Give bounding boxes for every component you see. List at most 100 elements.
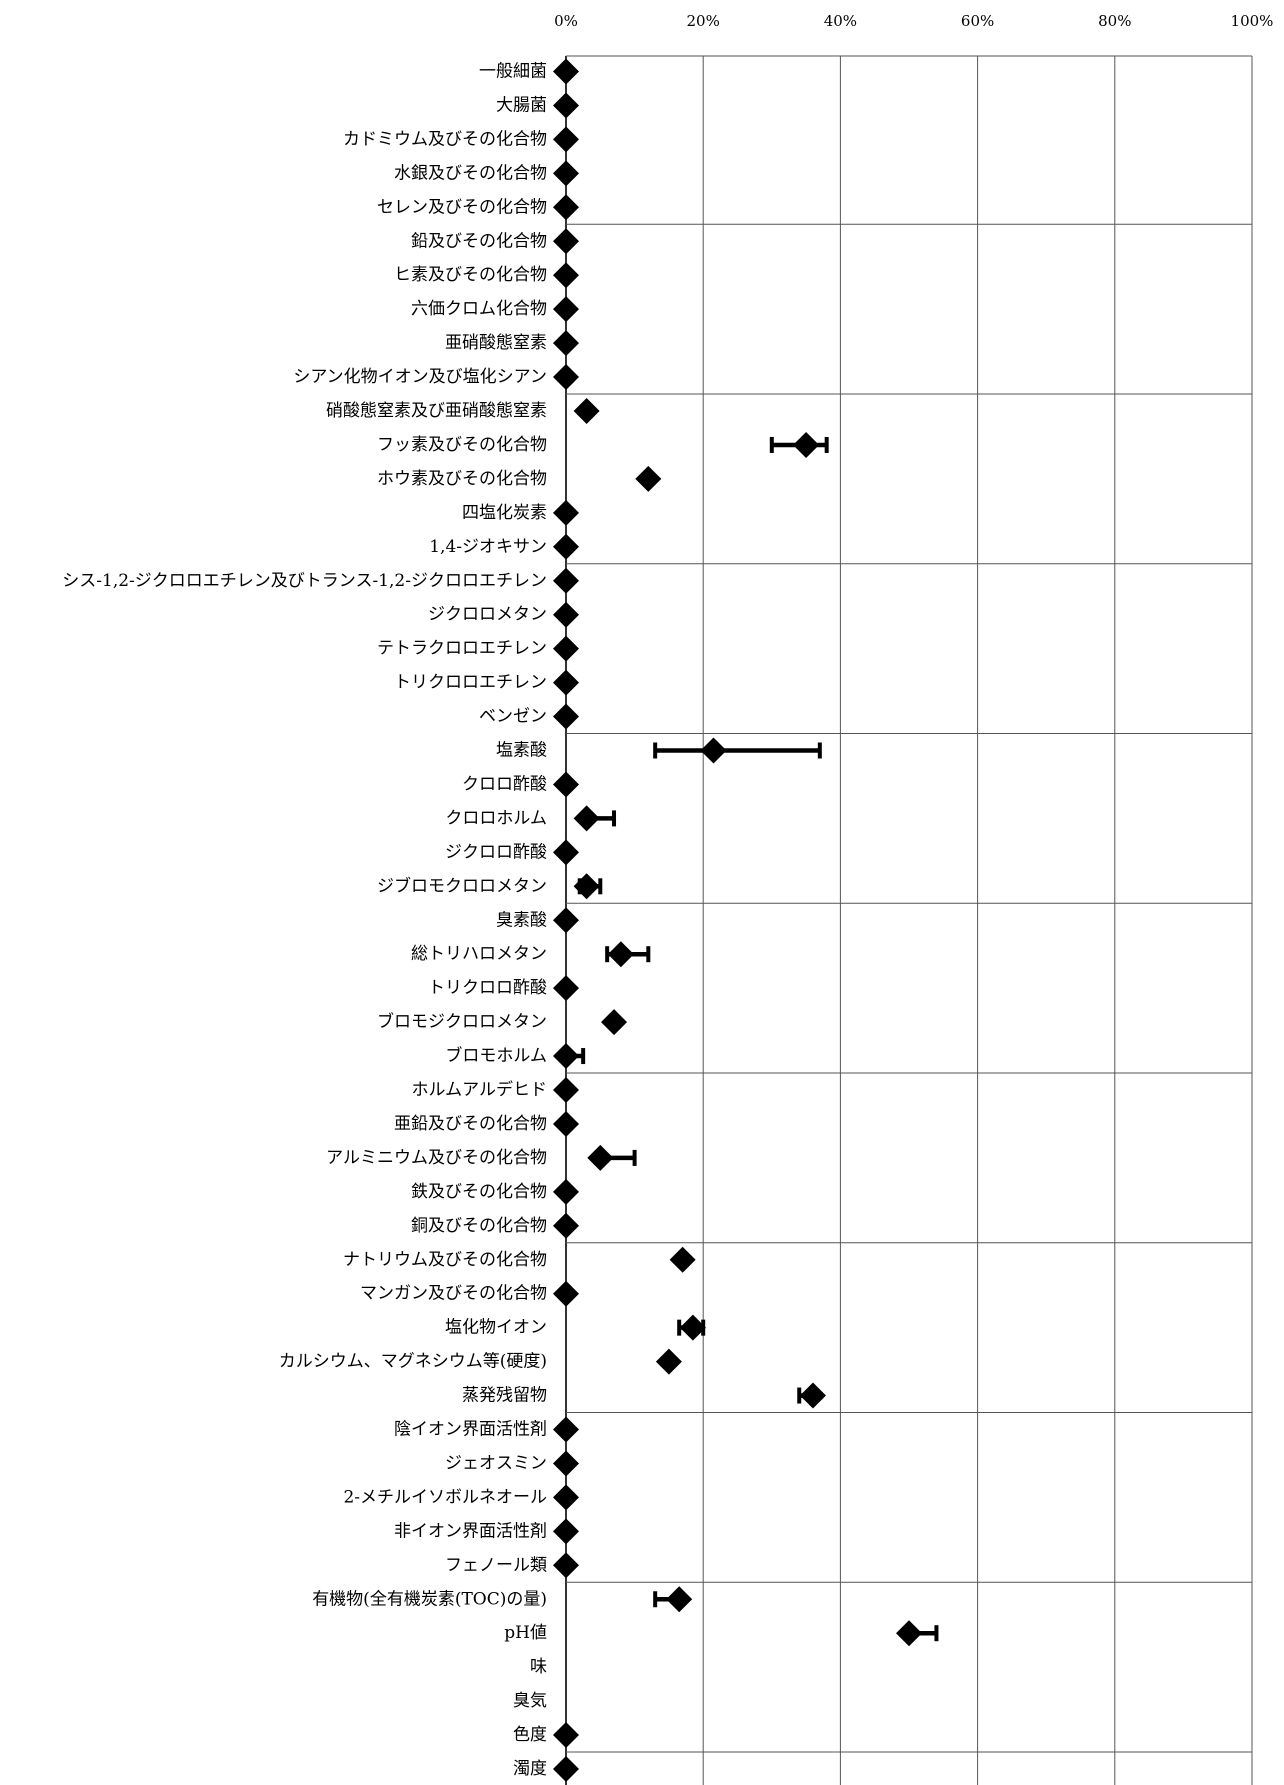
data-point-diamond (553, 126, 579, 153)
data-point-diamond (553, 703, 579, 730)
data-point-diamond (896, 1620, 922, 1647)
x-tick-label: 60% (961, 12, 994, 30)
data-point-diamond (573, 398, 600, 424)
data-point-diamond (635, 465, 662, 492)
data-point-diamond (553, 1077, 579, 1103)
data-point-diamond (553, 533, 579, 560)
data-point-diamond (553, 364, 579, 391)
category-label: ジクロロ酢酸 (445, 842, 547, 862)
data-point-diamond (553, 1178, 579, 1205)
data-point-diamond (573, 873, 600, 900)
category-label: フッ素及びその化合物 (377, 435, 547, 455)
data-point-diamond (553, 262, 579, 289)
data-point-diamond (553, 1756, 579, 1782)
data-point-diamond (700, 737, 727, 764)
category-label: カドミウム及びその化合物 (343, 129, 547, 149)
data-point-diamond (553, 330, 579, 357)
category-label: 大腸菌 (496, 95, 547, 115)
category-label: ベンゼン (479, 707, 547, 727)
category-label: ジブロモクロロメタン (377, 875, 547, 896)
data-point-diamond (553, 1450, 579, 1477)
data-point-diamond (553, 499, 579, 526)
data-point-diamond (679, 1314, 706, 1341)
category-label: 亜硝酸態窒素 (445, 333, 547, 353)
x-tick-label: 20% (687, 12, 720, 30)
data-point-diamond (553, 92, 579, 119)
category-label: アルミニウム及びその化合物 (326, 1148, 547, 1168)
data-point-diamond (799, 1382, 826, 1409)
x-tick-label: 100% (1231, 12, 1274, 30)
data-point-diamond (553, 771, 579, 798)
category-label: クロロ酢酸 (462, 774, 547, 794)
data-point-diamond (553, 58, 579, 85)
data-point-diamond (553, 635, 579, 662)
category-label: 臭素酸 (496, 910, 547, 930)
data-point-diamond (793, 431, 820, 458)
data-point-diamond (553, 1280, 579, 1307)
category-label: テトラクロロエチレン (377, 639, 547, 659)
category-label: 亜鉛及びその化合物 (394, 1114, 547, 1134)
category-label: トリクロロ酢酸 (428, 978, 547, 998)
category-label: ブロモジクロロメタン (377, 1011, 547, 1032)
data-point-diamond (587, 1144, 614, 1171)
data-point-diamond (666, 1586, 693, 1613)
category-label: 六価クロム化合物 (411, 299, 547, 319)
category-labels: 一般細菌大腸菌カドミウム及びその化合物水銀及びその化合物セレン及びその化合物鉛及… (62, 62, 547, 1780)
data-point-diamond (553, 839, 579, 866)
category-label: 有機物(全有機炭素(TOC)の量) (312, 1589, 547, 1609)
category-label: ホルムアルデヒド (412, 1079, 548, 1100)
data-point-diamond (553, 907, 579, 934)
category-label: トリクロロエチレン (394, 673, 547, 693)
category-label: 味 (530, 1657, 547, 1677)
data-point-diamond (601, 1009, 628, 1036)
category-label: 一般細菌 (479, 62, 547, 82)
data-point-diamond (553, 567, 579, 594)
data-point-diamond (553, 1722, 579, 1749)
data-point-diamond (553, 194, 579, 221)
category-label: マンガン及びその化合物 (360, 1284, 547, 1304)
x-tick-label: 40% (824, 12, 857, 30)
data-point-diamond (573, 805, 600, 832)
data-point-diamond (553, 160, 579, 187)
data-point-diamond (553, 1518, 579, 1545)
category-label: ヒ素及びその化合物 (394, 265, 547, 285)
data-point-diamond (553, 228, 579, 255)
x-tick-label: 0% (554, 12, 578, 30)
category-label: 陰イオン界面活性剤 (394, 1420, 547, 1440)
data-point-diamond (607, 941, 634, 968)
category-label: ブロモホルム (445, 1045, 547, 1066)
category-label: 硝酸態窒素及び亜硝酸態窒素 (326, 401, 547, 421)
category-label: 2-メチルイソボルネオール (343, 1487, 547, 1507)
category-label: ジェオスミン (445, 1453, 547, 1473)
data-point-diamond (553, 669, 579, 696)
error-bars (564, 436, 939, 1642)
data-point-diamond (669, 1246, 696, 1273)
category-label: シス-1,2-ジクロロエチレン及びトランス-1,2-ジクロロエチレン (62, 571, 547, 591)
data-point-diamond (553, 1043, 579, 1070)
data-point-diamond (553, 1416, 579, 1443)
category-label: 非イオン界面活性剤 (394, 1521, 547, 1541)
data-point-diamond (553, 1110, 579, 1137)
data-point-diamond (553, 1212, 579, 1239)
category-label: 鉛及びその化合物 (411, 231, 547, 251)
x-axis-ticks: 0% 20% 40% 60% 80% 100% (554, 12, 1273, 30)
data-point-diamond (655, 1348, 682, 1375)
data-point-diamond (553, 975, 579, 1002)
data-point-diamond (553, 601, 579, 628)
category-label: 鉄及びその化合物 (411, 1182, 547, 1202)
category-label: 濁度 (513, 1759, 547, 1779)
category-label: フェノール類 (445, 1555, 547, 1575)
category-label: 塩素酸 (496, 741, 547, 761)
category-label: 塩化物イオン (445, 1318, 547, 1338)
category-label: pH値 (504, 1623, 547, 1643)
data-markers (553, 58, 922, 1782)
category-label: 蒸発残留物 (462, 1386, 547, 1406)
category-label: 水銀及びその化合物 (394, 163, 547, 183)
category-label: セレン及びその化合物 (377, 197, 547, 217)
data-point-diamond (553, 1484, 579, 1511)
category-label: 銅及びその化合物 (411, 1216, 547, 1236)
category-label: シアン化物イオン及び塩化シアン (293, 367, 547, 387)
x-tick-label: 80% (1098, 12, 1131, 30)
gridlines (565, 55, 1253, 1785)
